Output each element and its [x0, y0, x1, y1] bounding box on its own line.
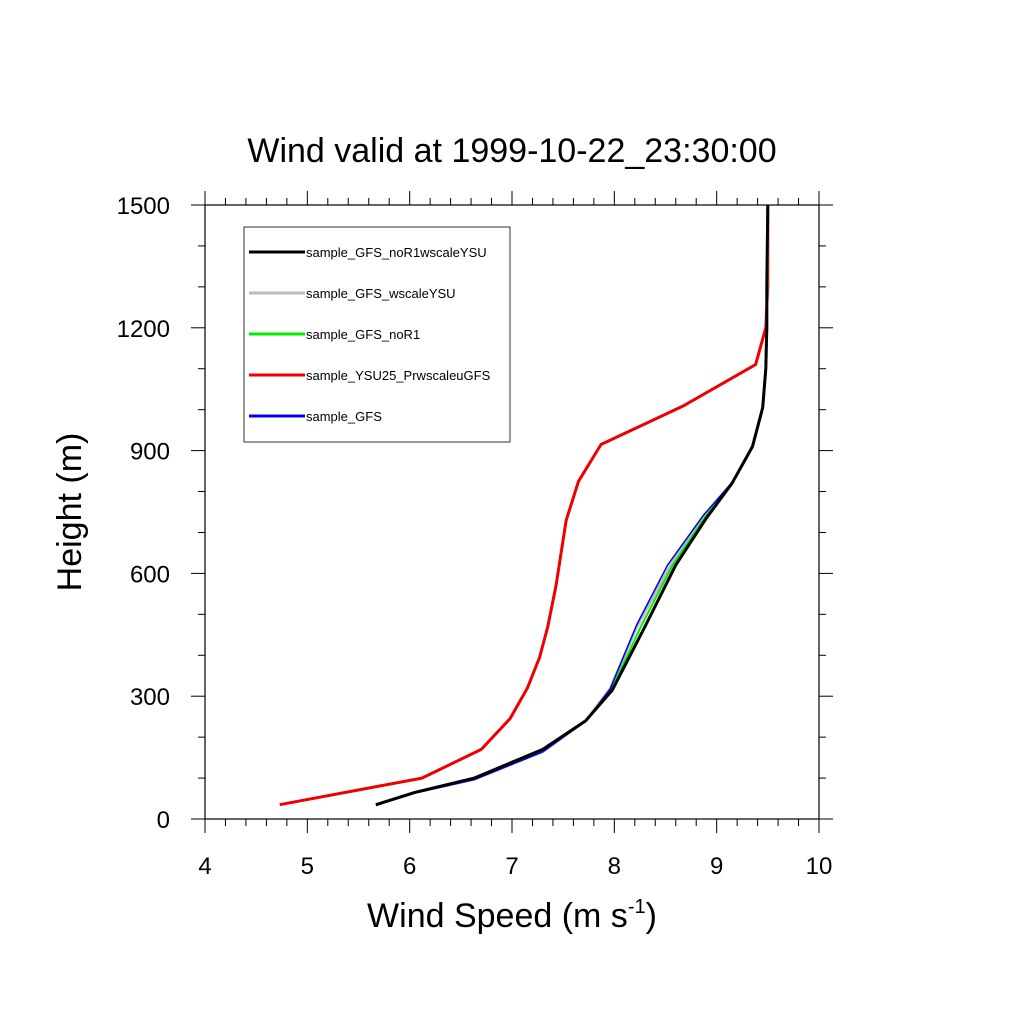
legend-label: sample_GFS_noR1wscaleYSU [306, 245, 487, 260]
x-tick-label: 7 [505, 853, 518, 880]
legend-label: sample_GFS_wscaleYSU [306, 286, 456, 301]
x-tick-label: 9 [710, 853, 723, 880]
legend-label: sample_YSU25_PrwscaleuGFS [306, 368, 491, 383]
y-tick-label: 1200 [117, 316, 170, 343]
y-tick-label: 1500 [117, 193, 170, 220]
legend: sample_GFS_noR1wscaleYSU sample_GFS_wscal… [243, 226, 511, 443]
y-axis-title: Height (m) [51, 433, 89, 592]
x-axis-title: Wind Speed (m s-1) [367, 896, 657, 935]
series-lines [279, 204, 770, 807]
x-tick-label: 5 [301, 853, 314, 880]
y-axis: 0 300 600 900 1200 1500 [117, 193, 833, 834]
legend-label: sample_GFS [306, 409, 382, 424]
series-line [375, 204, 770, 807]
x-tick-label: 8 [608, 853, 621, 880]
chart-title: Wind valid at 1999-10-22_23:30:00 [247, 132, 776, 170]
y-tick-label: 300 [130, 684, 170, 711]
x-tick-label: 10 [806, 853, 833, 880]
x-tick-label: 4 [198, 853, 211, 880]
y-tick-label: 600 [130, 561, 170, 588]
x-tick-label: 6 [403, 853, 416, 880]
y-tick-label: 0 [157, 807, 170, 834]
x-axis: 4 5 6 7 8 9 10 [198, 191, 832, 880]
legend-label: sample_GFS_noR1 [306, 327, 420, 342]
y-tick-label: 900 [130, 439, 170, 466]
series-line [279, 205, 770, 807]
